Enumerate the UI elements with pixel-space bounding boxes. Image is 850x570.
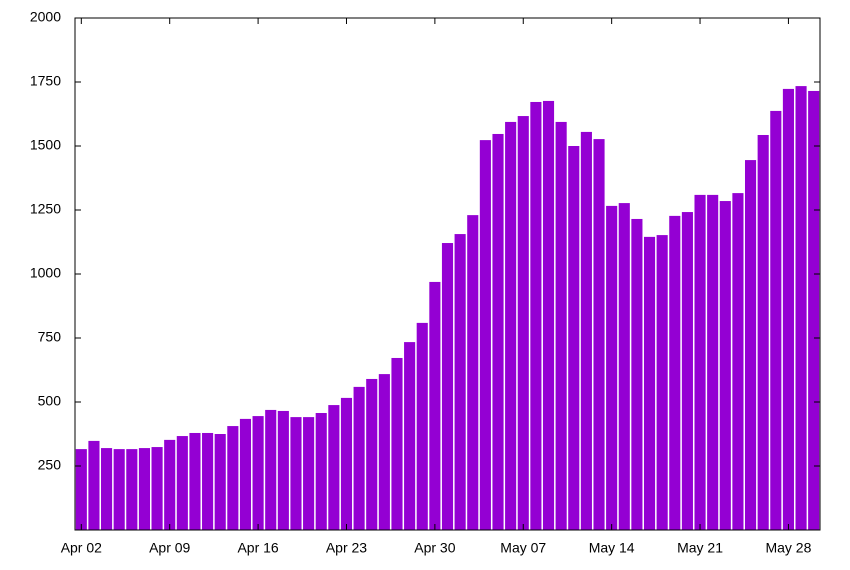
bar: [176, 436, 188, 530]
y-tick-label: 500: [38, 393, 62, 409]
bar: [580, 131, 592, 531]
bar: [227, 426, 239, 530]
x-tick-label: Apr 30: [414, 540, 455, 556]
bar: [719, 201, 731, 531]
bar: [252, 416, 264, 530]
bar: [366, 378, 378, 530]
bar: [164, 439, 176, 530]
bar: [618, 203, 630, 530]
bar: [151, 447, 163, 530]
y-tick-label: 1000: [30, 265, 61, 281]
y-tick-label: 2000: [30, 9, 61, 25]
bar: [328, 405, 340, 530]
bar: [404, 342, 416, 530]
y-tick-label: 750: [38, 329, 62, 345]
bar: [441, 243, 454, 531]
bar: [416, 322, 428, 530]
bar: [202, 432, 214, 530]
bar: [669, 215, 681, 530]
bar: [681, 212, 693, 530]
bar: [454, 234, 466, 530]
bar: [277, 410, 289, 530]
y-tick-label: 1500: [30, 137, 61, 153]
bar: [391, 357, 403, 530]
y-tick-label: 1250: [30, 201, 61, 217]
bar: [593, 139, 605, 530]
bar: [542, 100, 555, 530]
bar: [732, 193, 744, 530]
x-tick-label: Apr 09: [149, 540, 190, 556]
bar: [707, 194, 719, 530]
x-tick-label: May 07: [500, 540, 546, 556]
bar: [808, 90, 820, 531]
x-tick-label: May 14: [589, 540, 635, 556]
bar: [75, 449, 87, 530]
bar: [555, 121, 567, 530]
y-tick-label: 1750: [30, 73, 61, 89]
bar: [340, 397, 353, 530]
bar: [530, 101, 542, 530]
bar: [492, 133, 504, 530]
bar: [795, 86, 807, 530]
bar: [606, 205, 618, 531]
bar: [631, 218, 643, 530]
bar: [517, 116, 529, 530]
bar: [505, 121, 517, 530]
bar: [757, 134, 769, 530]
bar: [429, 281, 441, 530]
bar: [568, 146, 580, 530]
y-tick-label: 250: [38, 457, 62, 473]
bar: [113, 449, 125, 530]
bar: [290, 417, 302, 530]
x-tick-label: May 21: [677, 540, 723, 556]
x-tick-label: Apr 02: [61, 540, 102, 556]
bar: [239, 418, 252, 530]
bar: [770, 110, 782, 530]
plot-border: [74, 17, 821, 531]
bar: [782, 88, 794, 531]
bar: [101, 448, 113, 530]
bar: [88, 440, 100, 530]
bar: [315, 413, 327, 530]
x-tick-label: Apr 16: [237, 540, 278, 556]
bar: [126, 449, 138, 530]
bar: [378, 374, 390, 530]
bar: [656, 235, 668, 530]
x-tick-label: May 28: [765, 540, 811, 556]
bar: [694, 194, 706, 530]
x-tick-label: Apr 23: [326, 540, 367, 556]
bar: [189, 432, 201, 530]
bar: [467, 215, 479, 530]
bar: [303, 417, 315, 530]
bar: [479, 140, 491, 530]
bar: [138, 448, 151, 530]
bar: [265, 409, 277, 530]
bar: [214, 434, 226, 530]
bar: [353, 386, 365, 530]
bar: [643, 236, 656, 530]
bar: [744, 160, 757, 530]
